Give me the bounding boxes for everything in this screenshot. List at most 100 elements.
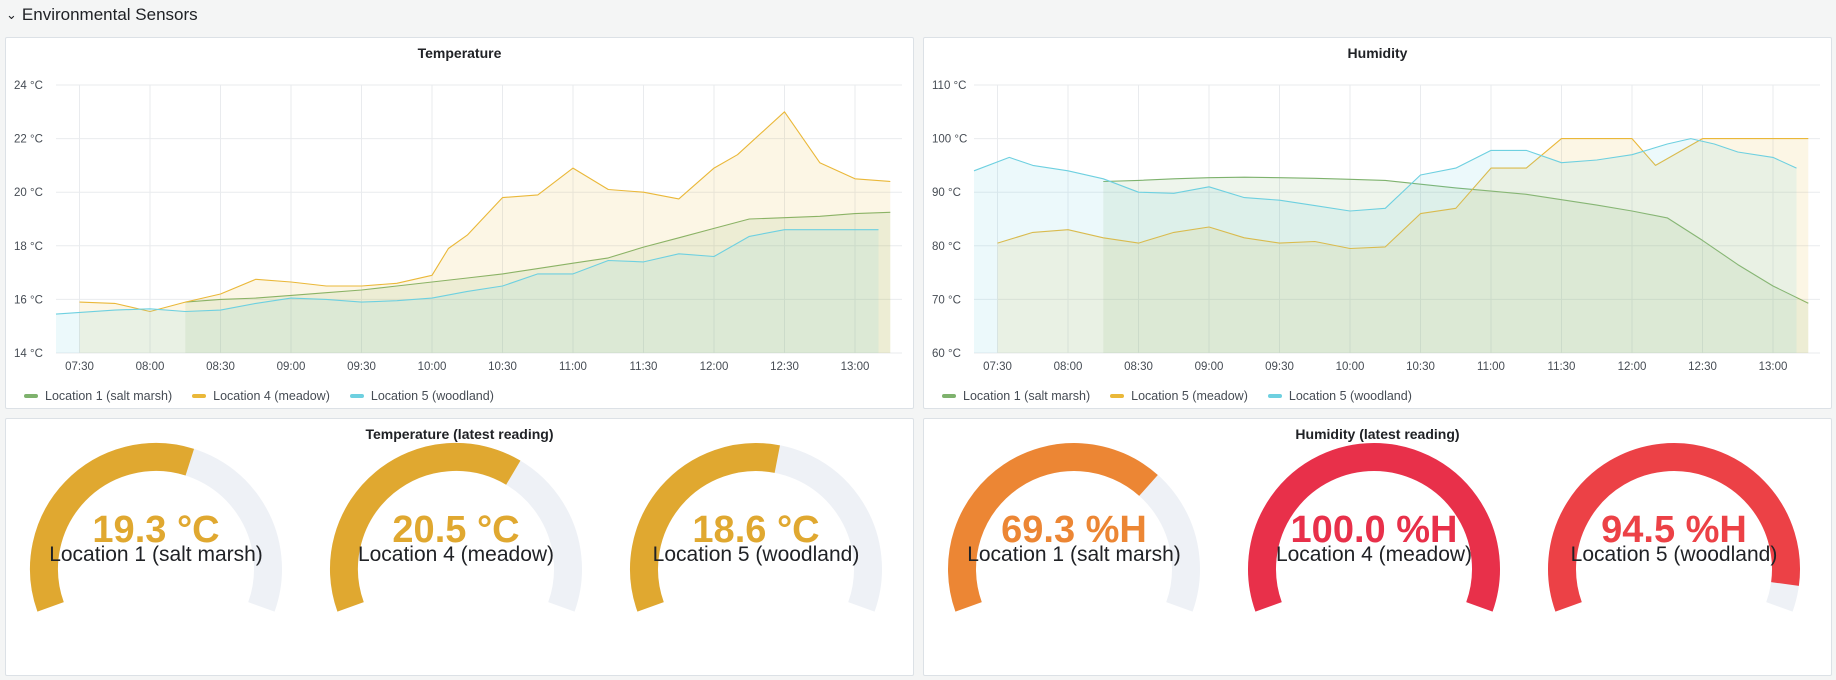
series-line[interactable] xyxy=(79,111,891,313)
temperature-gauges xyxy=(30,442,882,612)
x-tick-label: 12:00 xyxy=(700,361,729,373)
panel-title: Humidity (latest reading) xyxy=(1295,426,1460,442)
x-tick-label: 12:00 xyxy=(1618,361,1647,373)
x-tick-label: 07:30 xyxy=(983,361,1012,373)
panel-title: Humidity xyxy=(1347,45,1408,61)
legend-item[interactable]: Location 4 (meadow) xyxy=(192,389,330,403)
legend-swatch xyxy=(192,394,207,398)
y-tick-label: 90 °C xyxy=(932,187,961,199)
legend-item[interactable]: Location 5 (woodland) xyxy=(349,389,494,403)
legend-swatch xyxy=(942,394,956,398)
temperature-chart[interactable]: 24 °C 22 °C 20 °C 18 °C 16 °C 14 °C 07:30 08:00… xyxy=(6,38,915,410)
legend-item[interactable]: Location 5 (meadow) xyxy=(1110,389,1248,403)
legend-label: Location 1 (salt marsh) xyxy=(45,389,173,403)
series-line[interactable] xyxy=(185,211,891,303)
x-tick-label: 08:00 xyxy=(1054,361,1083,373)
x-tick-label: 12:30 xyxy=(1688,361,1717,373)
humidity-chart[interactable]: 110 °C 100 °C 90 °C 80 °C 70 °C 60 °C 07:30 08:… xyxy=(924,38,1833,410)
x-tick-label: 11:30 xyxy=(1548,361,1576,373)
x-tick-label: 12:30 xyxy=(770,361,799,373)
panel-title: Temperature (latest reading) xyxy=(365,426,554,442)
legend-label: Location 5 (woodland) xyxy=(1288,389,1412,403)
humidity-latest-panel[interactable]: Humidity (latest reading) 69.3 %H Locatio… xyxy=(923,418,1832,676)
legend-label: Location 4 (meadow) xyxy=(213,389,330,403)
panel-title: Temperature xyxy=(417,45,502,61)
x-tick-label: 11:00 xyxy=(1477,361,1505,373)
chevron-down-icon: ⌄ xyxy=(6,7,17,22)
y-tick-label: 20 °C xyxy=(14,187,43,199)
gauge-value: 19.3 °C xyxy=(92,509,220,551)
gauge-value: 94.5 %H xyxy=(1601,509,1747,551)
x-tick-label: 09:00 xyxy=(1195,361,1224,373)
gauge-value: 20.5 °C xyxy=(392,509,520,551)
gauge-label: Location 1 (salt marsh) xyxy=(967,543,1181,566)
y-tick-label: 22 °C xyxy=(14,134,43,146)
legend-item[interactable]: Location 1 (salt marsh) xyxy=(24,389,172,403)
gauge-value: 69.3 %H xyxy=(1001,509,1147,551)
gauge-value: 18.6 °C xyxy=(692,509,820,551)
x-tick-label: 10:00 xyxy=(1336,361,1365,373)
y-tick-label: 70 °C xyxy=(932,294,961,306)
legend-item[interactable]: Location 5 (woodland) xyxy=(1267,389,1412,403)
x-tick-label: 07:30 xyxy=(65,361,94,373)
chart-legend: Location 1 (salt marsh) Location 4 (meado… xyxy=(24,386,514,406)
x-tick-label: 10:30 xyxy=(1406,361,1435,373)
gauge-label: Location 4 (meadow) xyxy=(1275,543,1473,566)
x-tick-label: 09:00 xyxy=(277,361,306,373)
gauge-fill xyxy=(330,442,521,612)
series-area xyxy=(56,229,879,353)
y-tick-label: 60 °C xyxy=(932,348,961,360)
series-area xyxy=(1103,177,1809,353)
y-tick-label: 18 °C xyxy=(14,241,43,253)
humidity-gauges xyxy=(948,443,1800,612)
temperature-latest-panel[interactable]: Temperature (latest reading) 19.3 °C Loca… xyxy=(5,418,914,676)
gauge-label: Location 4 (meadow) xyxy=(357,543,555,566)
x-tick-label: 08:30 xyxy=(206,361,235,373)
y-tick-label: 24 °C xyxy=(14,80,43,92)
x-tick-label: 13:00 xyxy=(841,361,870,373)
y-tick-label: 16 °C xyxy=(14,294,43,306)
gauge-value: 100.0 %H xyxy=(1290,509,1458,551)
legend-swatch xyxy=(1267,394,1282,398)
x-tick-label: 11:00 xyxy=(559,361,587,373)
legend-label: Location 1 (salt marsh) xyxy=(963,389,1091,403)
gauge-label: Location 5 (woodland) xyxy=(652,543,860,566)
series-area xyxy=(185,212,891,353)
legend-label: Location 5 (meadow) xyxy=(1131,389,1248,403)
x-tick-label: 10:00 xyxy=(418,361,447,373)
gauge-fill xyxy=(630,443,780,612)
legend-swatch xyxy=(1110,394,1125,398)
y-tick-label: 80 °C xyxy=(932,241,961,253)
series-line[interactable] xyxy=(55,229,879,315)
temperature-panel[interactable]: Temperature 24 °C 22 °C 20 °C 18 °C 16 °C 14 … xyxy=(5,37,914,409)
x-tick-label: 10:30 xyxy=(488,361,517,373)
legend-item[interactable]: Location 1 (salt marsh) xyxy=(942,389,1090,403)
series-line[interactable] xyxy=(997,138,1809,250)
gauge-label: Location 5 (woodland) xyxy=(1570,543,1778,566)
gauge-fill xyxy=(30,442,195,612)
x-tick-label: 13:00 xyxy=(1759,361,1788,373)
legend-label: Location 5 (woodland) xyxy=(370,389,494,403)
x-tick-label: 11:30 xyxy=(630,361,658,373)
legend-swatch xyxy=(24,394,38,398)
gauge-fill xyxy=(1248,443,1500,612)
x-tick-label: 08:00 xyxy=(136,361,165,373)
series-area xyxy=(974,138,1797,353)
y-tick-label: 110 °C xyxy=(932,80,966,92)
chart-legend: Location 1 (salt marsh) Location 5 (meado… xyxy=(942,386,1432,406)
humidity-panel[interactable]: Humidity 110 °C 100 °C 90 °C 80 °C 70 °C 60 °… xyxy=(923,37,1832,409)
series-line[interactable] xyxy=(973,138,1797,212)
gauge-fill xyxy=(1548,443,1800,612)
row-title: Environmental Sensors xyxy=(21,5,198,24)
series-area xyxy=(79,111,891,353)
x-tick-label: 09:30 xyxy=(1265,361,1294,373)
legend-swatch xyxy=(349,394,364,398)
row-collapse-toggle[interactable]: ⌄ Environmental Sensors xyxy=(6,3,198,27)
y-tick-label: 100 °C xyxy=(932,134,967,146)
x-tick-label: 09:30 xyxy=(347,361,376,373)
series-line[interactable] xyxy=(1103,176,1809,304)
gauge-fill xyxy=(948,443,1158,612)
y-tick-label: 14 °C xyxy=(14,348,43,360)
x-tick-label: 08:30 xyxy=(1124,361,1153,373)
gauge-label: Location 1 (salt marsh) xyxy=(49,543,263,566)
